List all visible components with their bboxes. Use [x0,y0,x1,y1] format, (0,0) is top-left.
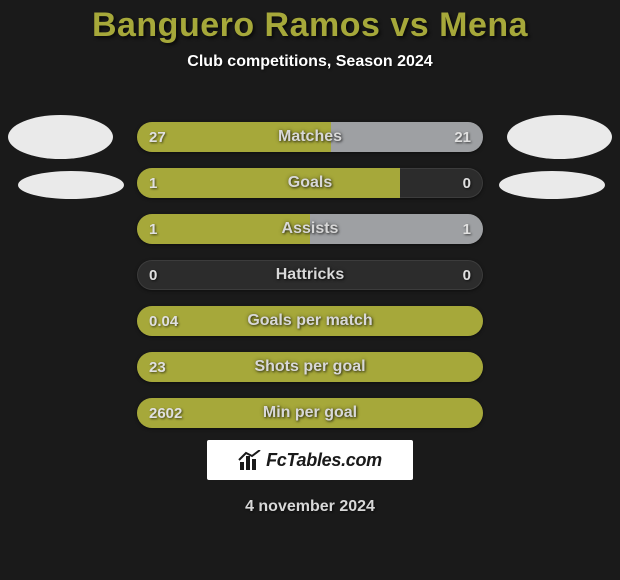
stat-label: Goals per match [137,306,483,336]
stat-row: Min per goal2602 [137,398,483,428]
stat-value-left: 0.04 [149,306,178,336]
stat-value-right: 0 [463,168,471,198]
stat-value-right: 0 [463,260,471,290]
stat-label: Goals [137,168,483,198]
stat-value-left: 1 [149,168,157,198]
site-logo: FcTables.com [207,440,413,480]
stat-row: Goals1 0 [137,168,483,198]
stat-row: Shots per goal23 [137,352,483,382]
stat-value-right: 21 [454,122,471,152]
stat-row: Goals per match0.04 [137,306,483,336]
stat-value-left: 2602 [149,398,182,428]
stat-label: Hattricks [137,260,483,290]
page-title: Banguero Ramos vs Mena [0,0,620,45]
team-badge-right [499,171,605,199]
stat-label: Assists [137,214,483,244]
page-subtitle: Club competitions, Season 2024 [0,53,620,71]
stat-label: Matches [137,122,483,152]
stat-value-left: 27 [149,122,166,152]
stat-value-right: 1 [463,214,471,244]
stat-label: Min per goal [137,398,483,428]
stat-row: Hattricks0 0 [137,260,483,290]
stat-rows: Matches2721Goals10Assists11Hattricks00Go… [137,122,483,444]
generation-date: 4 november 2024 [0,498,620,516]
player-avatar-left [8,115,113,159]
bar-chart-icon [238,450,262,470]
site-logo-text: FcTables.com [266,450,382,471]
stat-label: Shots per goal [137,352,483,382]
stat-row: Matches27 21 [137,122,483,152]
stat-value-left: 0 [149,260,157,290]
stat-value-left: 1 [149,214,157,244]
stat-value-left: 23 [149,352,166,382]
stat-row: Assists1 1 [137,214,483,244]
team-badge-left [18,171,124,199]
player-avatar-right [507,115,612,159]
